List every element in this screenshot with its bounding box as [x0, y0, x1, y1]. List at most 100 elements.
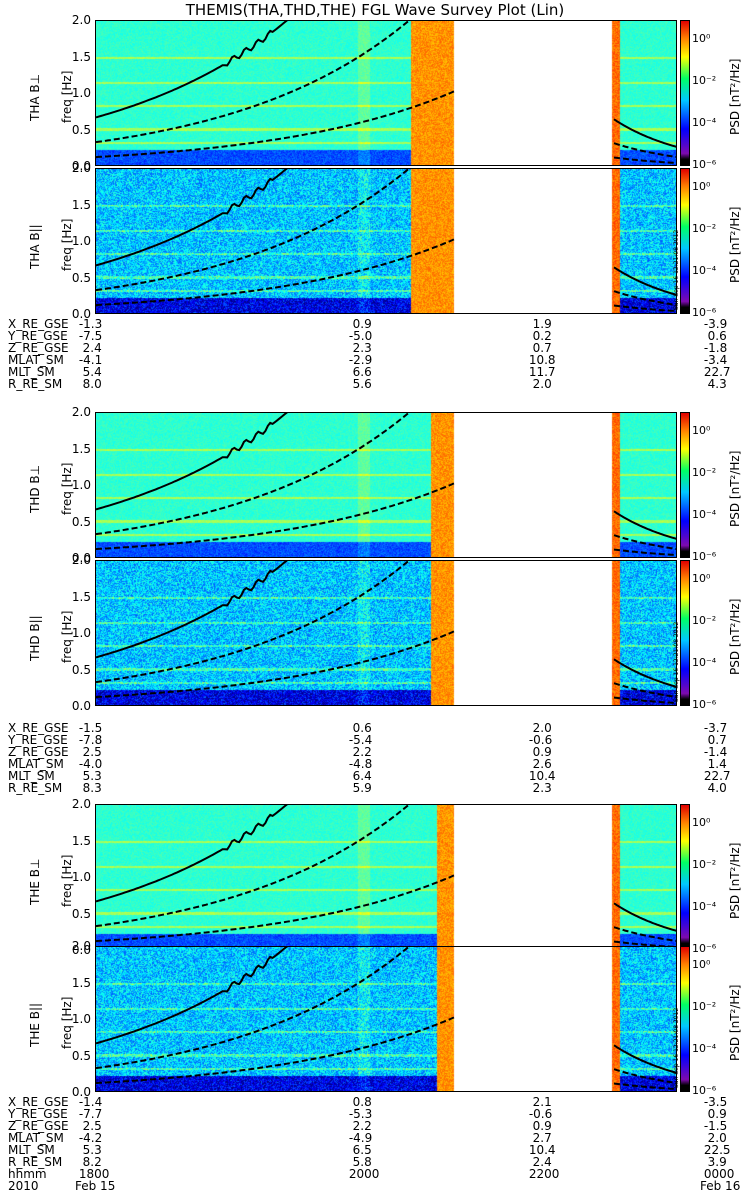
ephemeris-column: 2.0 -0.6 0.9 2.6 10.4 2.3 — [528, 721, 556, 795]
half-fce-curve-post-gap — [613, 926, 676, 942]
y-tick-label: 0.0 — [71, 1085, 91, 1099]
timestamp-stamp: Sun Sep 16 12:21:08 2012 — [673, 229, 680, 310]
y-tick-label: 2.0 — [71, 553, 91, 567]
gyrofrequency-overlay — [96, 413, 676, 556]
y-tick-label: 1.0 — [71, 870, 91, 884]
y-tick-label: 1.0 — [71, 1012, 91, 1026]
ephemeris-column: -1.5 -7.8 2.5 -4.0 5.3 8.3 — [78, 721, 103, 795]
timestamp-stamp: Sun Sep 16 12:21:08 2012 — [673, 1007, 680, 1088]
colorbar-tick: 10⁻⁶ — [692, 550, 717, 563]
y-tick-label: 1.0 — [71, 86, 91, 100]
ephemeris-column: 0.9 -5.0 2.3 -2.9 6.6 5.6 — [348, 317, 373, 391]
plot-title: THEMIS(THA,THD,THE) FGL Wave Survey Plot… — [185, 1, 565, 19]
fifth-fce-curve — [96, 874, 455, 943]
y-tick-label: 1.5 — [71, 833, 91, 848]
colorbar-tick: 10⁻² — [692, 74, 717, 87]
half-fce-curve — [96, 805, 411, 928]
colorbar-tick: 10⁻⁶ — [692, 158, 717, 171]
component-label: THA B|| — [28, 224, 42, 269]
fifth-fce-curve-post-gap — [613, 1082, 676, 1090]
y-tick-label: 2.0 — [71, 939, 91, 953]
fifth-fce-curve — [96, 482, 455, 551]
spectrogram-image — [96, 169, 676, 313]
fifth-fce-curve — [96, 1016, 455, 1085]
colorbar-tick: 10⁰ — [692, 816, 711, 829]
spectrogram-panel — [95, 946, 677, 1092]
y-tick-label: 1.0 — [71, 626, 91, 640]
ephemeris-labels: X_RE_GSE Y_RE_GSE Z_RE_GSE MLAT_SM MLT_S… — [8, 1095, 69, 1193]
y-tick-label: 0.0 — [71, 307, 91, 321]
y-tick-label: 0.5 — [71, 1048, 91, 1063]
colorbar-tick: 10⁻² — [692, 466, 717, 479]
colorbar-tick: 10⁰ — [692, 572, 711, 585]
gyrofrequency-overlay — [96, 169, 676, 312]
colorbar — [680, 804, 690, 950]
fce-curve — [96, 21, 288, 119]
y-tick-label: 2.0 — [71, 797, 91, 811]
y-tick-label: 1.0 — [71, 478, 91, 492]
colorbar — [680, 412, 690, 558]
fifth-fce-curve-post-gap — [613, 548, 676, 556]
colorbar-tick: 10⁻² — [692, 858, 717, 871]
colorbar-tick: 10⁰ — [692, 32, 711, 45]
y-tick-label: 1.0 — [71, 234, 91, 248]
fce-curve-post-gap — [613, 118, 676, 148]
fifth-fce-curve — [96, 630, 455, 699]
y-tick-label: 2.0 — [71, 161, 91, 175]
spectrogram-panel — [95, 412, 677, 558]
half-fce-curve-post-gap — [613, 682, 676, 698]
ephemeris-column: -3.9 0.6 -1.8 -3.4 22.7 4.3 — [703, 317, 731, 391]
y-tick-label: 0.5 — [71, 122, 91, 137]
colorbar-tick: 10⁻⁴ — [692, 1042, 717, 1055]
colorbar-tick: 10⁰ — [692, 180, 711, 193]
colorbar-tick: 10⁰ — [692, 958, 711, 971]
half-fce-curve — [96, 21, 411, 144]
colorbar-tick: 10⁰ — [692, 424, 711, 437]
colorbar-tick: 10⁻⁴ — [692, 116, 717, 129]
fifth-fce-curve-post-gap — [613, 304, 676, 312]
y-tick-label: 0.0 — [71, 943, 91, 957]
spectrogram-image — [96, 561, 676, 705]
half-fce-curve — [96, 947, 411, 1070]
fce-curve — [96, 413, 288, 511]
half-fce-curve-post-gap — [613, 142, 676, 158]
colorbar-label: PSD [nT²/Hz] — [728, 58, 742, 135]
ephemeris-column: 2.1 -0.6 0.9 2.7 10.4 2.4 2200 — [528, 1095, 560, 1181]
gyrofrequency-overlay — [96, 805, 676, 948]
colorbar-label: PSD [nT²/Hz] — [728, 450, 742, 527]
ephemeris-column: -3.5 0.9 -1.5 2.0 22.5 3.9 0000 Feb 16 — [700, 1095, 741, 1193]
fce-curve-post-gap — [613, 658, 676, 688]
gyrofrequency-overlay — [96, 947, 676, 1090]
colorbar — [680, 168, 690, 314]
colorbar-tick: 10⁻⁴ — [692, 656, 717, 669]
y-axis-label: freq [Hz] — [60, 70, 74, 123]
colorbar — [680, 560, 690, 706]
fce-curve — [96, 947, 288, 1045]
gyrofrequency-overlay — [96, 561, 676, 704]
spectrogram-panel — [95, 804, 677, 950]
half-fce-curve — [96, 169, 411, 292]
component-label: THA B⊥ — [28, 73, 42, 121]
spectrogram-image — [96, 947, 676, 1091]
timestamp-stamp: Sun Sep 16 12:21:08 2012 — [673, 621, 680, 702]
spectrogram-panel — [95, 560, 677, 706]
spectrogram-image — [96, 21, 676, 165]
fifth-fce-curve — [96, 90, 455, 159]
spectrogram-panel — [95, 168, 677, 314]
y-axis-label: freq [Hz] — [60, 218, 74, 271]
colorbar-tick: 10⁻⁴ — [692, 264, 717, 277]
half-fce-curve-post-gap — [613, 534, 676, 550]
fce-curve-post-gap — [613, 902, 676, 932]
y-tick-label: 1.5 — [71, 49, 91, 64]
y-tick-label: 0.0 — [71, 699, 91, 713]
fce-curve — [96, 561, 288, 659]
y-tick-label: 2.0 — [71, 405, 91, 419]
half-fce-curve — [96, 561, 411, 684]
fce-curve — [96, 805, 288, 903]
colorbar-label: PSD [nT²/Hz] — [728, 598, 742, 675]
y-tick-label: 0.0 — [71, 551, 91, 565]
y-axis-label: freq [Hz] — [60, 610, 74, 663]
component-label: THE B⊥ — [28, 858, 42, 905]
fifth-fce-curve-post-gap — [613, 940, 676, 948]
colorbar-label: PSD [nT²/Hz] — [728, 842, 742, 919]
